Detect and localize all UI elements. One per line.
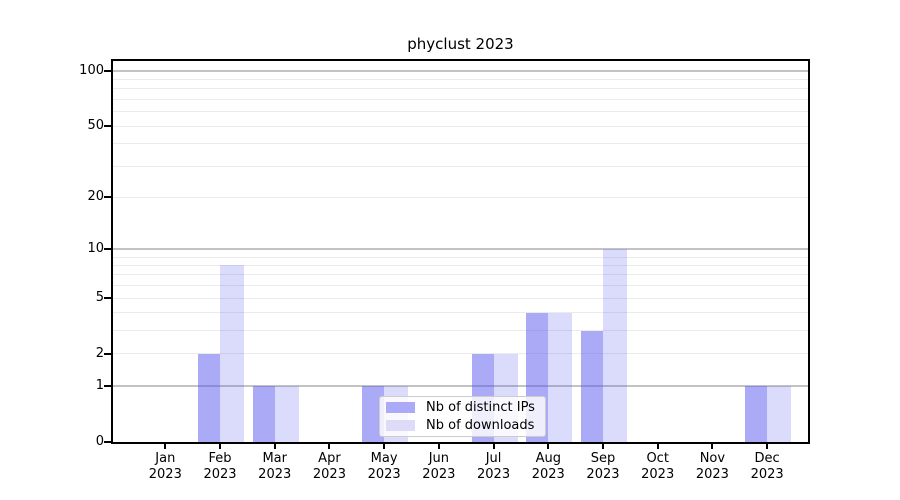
legend-label-distinct-ips: Nb of distinct IPs	[426, 400, 535, 415]
gridline-minor-40	[113, 143, 808, 145]
y-axis-tick-100	[104, 70, 111, 73]
x-axis-tick-aug	[547, 444, 550, 449]
gridline-minor-2	[113, 353, 808, 355]
legend: Nb of distinct IPs Nb of downloads	[379, 396, 546, 437]
legend-item-distinct-ips: Nb of distinct IPs	[386, 400, 545, 415]
legend-swatch-distinct-ips	[386, 402, 415, 413]
x-axis-tick-dec	[766, 444, 769, 449]
x-axis-tick-label-aug: Aug 2023	[531, 451, 565, 482]
legend-swatch-downloads	[386, 420, 415, 431]
bar-downloads-feb	[220, 265, 244, 442]
gridline-minor-6	[113, 285, 808, 287]
gridline-minor-4	[113, 312, 808, 314]
gridline-minor-50	[113, 125, 808, 127]
bar-downloads-aug	[548, 312, 573, 442]
y-axis-tick-1	[104, 385, 111, 388]
x-axis-tick-label-jun: Jun 2023	[422, 451, 456, 482]
y-axis-tick-label-5: 5	[95, 290, 104, 306]
x-axis-tick-label-feb: Feb 2023	[203, 451, 237, 482]
y-axis-tick-10	[104, 248, 111, 251]
gridline-minor-30	[113, 165, 808, 167]
legend-label-downloads: Nb of downloads	[426, 418, 535, 433]
x-axis-tick-nov	[711, 444, 714, 449]
bar-downloads-dec	[767, 386, 792, 442]
y-axis-tick-label-100: 100	[79, 63, 104, 79]
x-axis-tick-label-jan: Jan 2023	[148, 451, 182, 482]
x-axis-tick-label-nov: Nov 2023	[695, 451, 729, 482]
gridline-major-10	[113, 248, 808, 251]
gridline-minor-80	[113, 88, 808, 90]
y-axis-tick-0	[104, 441, 111, 443]
y-axis-tick-label-1: 1	[95, 378, 104, 394]
gridline-minor-20	[113, 196, 808, 198]
y-axis-tick-label-0: 0	[95, 434, 104, 449]
bar-ips-dec	[745, 386, 768, 442]
x-axis-tick-apr	[328, 444, 331, 449]
gridline-minor-8	[113, 264, 808, 266]
bar-downloads-sep	[602, 249, 627, 442]
x-axis-tick-jun	[437, 444, 440, 449]
gridline-minor-7	[113, 274, 808, 276]
x-axis-tick-label-dec: Dec 2023	[750, 451, 784, 482]
y-axis-tick-5	[104, 297, 111, 300]
x-axis-tick-label-may: May 2023	[367, 451, 401, 482]
x-axis-tick-may	[383, 444, 386, 449]
x-axis-tick-label-sep: Sep 2023	[586, 451, 620, 482]
x-axis-tick-label-oct: Oct 2023	[641, 451, 675, 482]
x-axis-tick-label-jul: Jul 2023	[477, 451, 511, 482]
bar-downloads-mar	[274, 386, 299, 442]
y-axis-tick-50	[104, 125, 111, 128]
plot-area	[113, 61, 808, 442]
x-axis-tick-sep	[601, 444, 604, 449]
legend-item-downloads: Nb of downloads	[386, 418, 545, 433]
y-axis-tick-label-10: 10	[87, 241, 104, 257]
x-axis-tick-jan	[164, 444, 167, 449]
bar-ips-may	[362, 386, 385, 442]
x-axis-tick-label-apr: Apr 2023	[312, 451, 346, 482]
gridline-minor-70	[113, 99, 808, 101]
gridline-minor-3	[113, 330, 808, 332]
x-axis-tick-mar	[273, 444, 276, 449]
x-axis-tick-oct	[656, 444, 659, 449]
y-axis-tick-label-2: 2	[95, 345, 104, 361]
y-axis-tick-2	[104, 352, 111, 355]
y-axis-tick-label-20: 20	[87, 189, 104, 205]
bar-ips-sep	[580, 330, 603, 442]
gridline-minor-9	[113, 256, 808, 258]
gridline-minor-90	[113, 79, 808, 81]
gridline-minor-60	[113, 111, 808, 113]
gridline-major-100	[113, 70, 808, 73]
bar-ips-mar	[252, 386, 275, 442]
x-axis-tick-feb	[219, 444, 221, 449]
x-axis-tick-jul	[492, 444, 495, 449]
chart-title: phyclust 2023	[407, 35, 514, 53]
y-axis-tick-label-50: 50	[87, 118, 104, 134]
bar-ips-feb	[198, 353, 220, 442]
y-axis-tick-20	[104, 196, 111, 199]
gridline-minor-5	[113, 297, 808, 299]
x-axis-tick-label-mar: Mar 2023	[258, 451, 292, 482]
gridline-major-1	[113, 385, 808, 388]
